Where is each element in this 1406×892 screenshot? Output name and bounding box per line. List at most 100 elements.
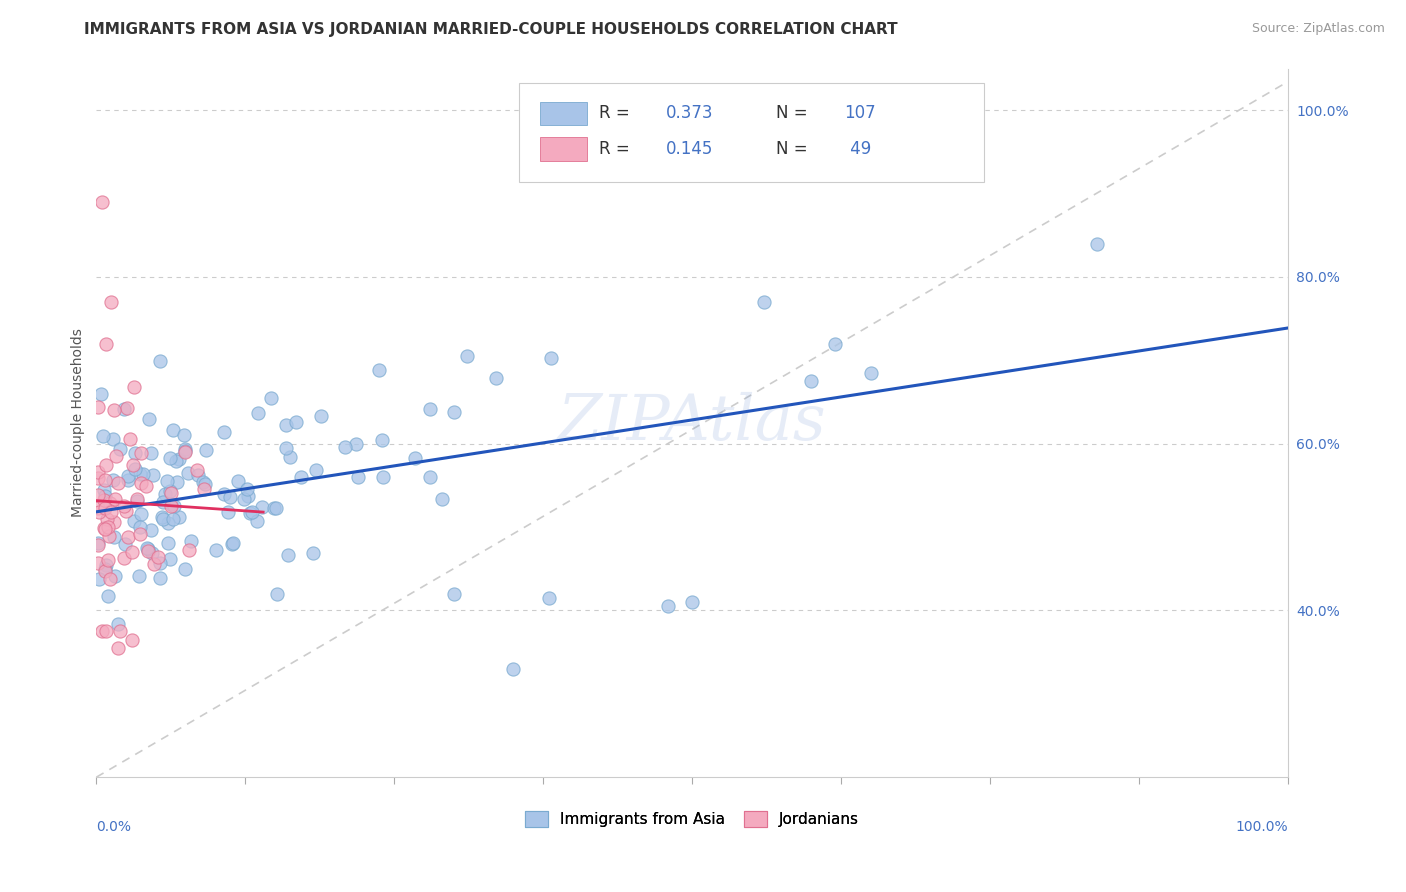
Point [97,520,120,534]
Point [98,529,121,543]
Point [100,295,122,310]
Point [187,468,209,483]
Point [93,493,115,508]
Point [108,442,131,457]
Point [98,495,121,509]
Point [156,474,179,488]
Point [129,526,152,541]
Point [91,194,114,209]
Point [347,470,370,484]
Point [194,443,217,458]
Point [104,491,127,506]
Point [157,516,180,530]
Point [236,482,259,496]
Point [124,446,146,460]
Y-axis label: Married-couple Households: Married-couple Households [72,328,86,517]
Point [149,354,172,368]
Point [135,478,157,492]
Point [93,521,115,535]
Point [98,572,121,586]
Point [112,550,135,565]
Point [236,489,259,503]
Point [221,537,243,551]
Point [540,351,562,365]
Point [162,424,184,438]
Point [163,499,186,513]
Point [107,617,129,632]
FancyBboxPatch shape [540,137,588,161]
Point [136,544,159,558]
Point [456,349,478,363]
Point [260,391,283,405]
Text: 0.145: 0.145 [666,140,713,158]
Legend: Immigrants from Asia, Jordanians: Immigrants from Asia, Jordanians [519,805,865,833]
Point [657,599,679,614]
Point [96,511,118,525]
Point [173,442,195,457]
Point [186,463,208,477]
Point [222,536,245,550]
Point [277,548,299,562]
Point [800,374,823,388]
Point [309,409,332,424]
Text: 0.373: 0.373 [666,104,713,122]
Point [263,500,285,515]
Point [162,511,184,525]
Point [159,552,181,566]
Point [219,490,242,504]
Text: 107: 107 [845,104,876,122]
Point [93,522,115,536]
Point [139,446,162,460]
Point [97,553,120,567]
Point [121,545,143,559]
Point [138,412,160,426]
Point [160,498,183,512]
Point [290,470,312,484]
Point [112,500,135,514]
FancyBboxPatch shape [540,102,588,125]
Point [120,432,142,446]
Point [87,501,110,516]
Point [226,475,249,489]
Point [103,403,125,417]
Point [86,471,108,485]
Point [121,632,143,647]
Point [280,450,302,464]
Point [752,295,775,310]
Point [103,433,125,447]
Point [266,587,288,601]
Point [274,441,297,455]
Point [117,530,139,544]
Point [305,463,328,477]
Point [430,492,453,507]
Point [159,485,181,500]
Point [333,440,356,454]
Point [104,568,127,582]
Point [91,624,114,639]
Point [160,500,183,514]
Point [107,476,129,491]
Text: R =: R = [599,140,636,158]
Text: Source: ZipAtlas.com: Source: ZipAtlas.com [1251,22,1385,36]
Point [143,558,166,572]
Point [97,589,120,603]
Point [859,366,882,380]
Point [117,468,139,483]
Point [149,571,172,585]
Point [443,587,465,601]
Point [107,640,129,655]
Point [89,572,111,586]
Point [681,595,703,609]
Text: 49: 49 [845,140,870,158]
Point [94,565,117,579]
Point [194,477,217,491]
Point [150,510,173,524]
Point [124,462,146,476]
Point [157,536,180,550]
Point [141,524,163,538]
Point [94,458,117,472]
Point [94,561,117,575]
Text: IMMIGRANTS FROM ASIA VS JORDANIAN MARRIED-COUPLE HOUSEHOLDS CORRELATION CHART: IMMIGRANTS FROM ASIA VS JORDANIAN MARRIE… [84,22,898,37]
Point [124,380,146,394]
Point [129,519,152,533]
